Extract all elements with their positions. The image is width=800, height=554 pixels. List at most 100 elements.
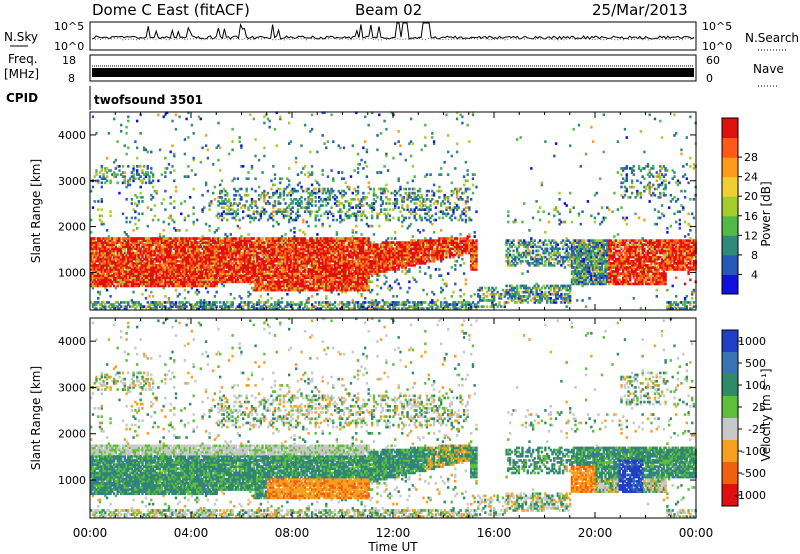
heatmap-cell [104, 266, 107, 269]
heatmap-cell [120, 130, 123, 133]
heatmap-cell [95, 264, 98, 267]
heatmap-cell [144, 307, 148, 310]
heatmap-cell [137, 202, 141, 205]
heatmap-cell [183, 200, 187, 203]
heatmap-cell [116, 241, 119, 244]
heatmap-cell [364, 301, 367, 304]
heatmap-cell [272, 224, 275, 228]
heatmap-cell [139, 237, 142, 240]
freq-trace [92, 68, 694, 77]
heatmap-cell [150, 266, 153, 269]
heatmap-cell [141, 276, 144, 280]
heatmap-cell [273, 200, 277, 203]
heatmap-cell [97, 282, 100, 286]
heatmap-cell [125, 270, 128, 273]
heatmap-cell [107, 169, 111, 172]
heatmap-cell [111, 303, 114, 306]
heatmap-cell [114, 245, 118, 249]
heatmap-cell [348, 301, 351, 304]
heatmap-cell [105, 237, 109, 240]
heatmap-cell [314, 301, 317, 304]
heatmap-cell [360, 158, 363, 162]
heatmap-cell [252, 117, 255, 121]
heatmap-cell [123, 307, 126, 310]
heatmap-cell [183, 288, 187, 292]
heatmap-cell [107, 284, 111, 288]
heatmap-cell [125, 278, 128, 282]
heatmap-cell [102, 245, 105, 249]
heatmap-cell [150, 290, 153, 294]
heatmap-cell [266, 292, 270, 296]
heatmap-cell [139, 278, 142, 282]
heatmap-cell [141, 171, 144, 174]
heatmap-cell [136, 245, 139, 249]
heatmap-cell [141, 259, 144, 263]
heatmap-cell [369, 187, 372, 191]
heatmap-cell [125, 276, 128, 280]
heatmap-cell [134, 284, 137, 288]
heatmap-cell [132, 264, 135, 267]
heatmap-cell [192, 132, 195, 135]
cpid-panel: CPID twofsound 3501 [6, 86, 203, 110]
heatmap-cell [148, 247, 151, 251]
heatmap-cell [91, 280, 95, 284]
heatmap-cell [141, 245, 144, 249]
heatmap-cell [102, 301, 105, 304]
heatmap-cell [332, 212, 335, 216]
heatmap-cell [335, 218, 339, 222]
heatmap-cell [310, 113, 314, 117]
heatmap-cell [183, 152, 187, 156]
heatmap-cell [238, 140, 241, 143]
heatmap-cell [137, 259, 141, 263]
heatmap-cell [111, 239, 114, 242]
heatmap-cell [321, 173, 324, 176]
heatmap-cell [91, 206, 95, 209]
heatmap-cell [98, 290, 102, 294]
heatmap-cell [113, 274, 116, 277]
heatmap-cell [100, 200, 103, 203]
heatmap-cell [100, 303, 103, 306]
heatmap-cell [120, 259, 123, 263]
heatmap-cell [143, 266, 146, 269]
heatmap-cell [97, 243, 100, 247]
heatmap-cell [144, 148, 148, 152]
heatmap-cell [113, 247, 116, 251]
heatmap-cell [114, 276, 118, 280]
heatmap-cell [356, 185, 360, 189]
heatmap-cell [364, 160, 367, 164]
heatmap-cell [146, 255, 149, 259]
heatmap-cell [102, 257, 105, 261]
heatmap-cell [90, 218, 93, 222]
heatmap-cell [111, 274, 114, 277]
heatmap-cell [162, 220, 165, 224]
heatmap-cell [144, 175, 148, 178]
heatmap-cell [125, 264, 128, 267]
heatmap-cell [286, 292, 289, 296]
heatmap-cell [136, 169, 139, 172]
heatmap-cell [144, 284, 148, 288]
heatmap-cell [97, 241, 100, 244]
heatmap-cell [107, 268, 111, 271]
heatmap-cell [309, 150, 312, 154]
heatmap-cell [263, 189, 266, 193]
heatmap-cell [174, 185, 178, 189]
heatmap-cell [220, 179, 224, 183]
heatmap-cell [288, 121, 291, 125]
heatmap-cell [206, 148, 210, 152]
heatmap-cell [125, 280, 128, 284]
heatmap-cell [134, 270, 137, 273]
heatmap-cell [141, 251, 144, 255]
heatmap-cell [102, 307, 105, 310]
heatmap-cell [151, 173, 155, 176]
heatmap-cell [192, 212, 195, 216]
heatmap-cell [95, 280, 98, 284]
heatmap-cell [192, 156, 195, 160]
heatmap-cell [91, 257, 95, 261]
heatmap-cell [157, 179, 160, 183]
heatmap-cell [143, 245, 146, 249]
heatmap-cell [95, 301, 98, 304]
heatmap-cell [256, 206, 259, 209]
heatmap-cell [173, 206, 176, 209]
nave-label: Nave [753, 62, 784, 76]
heatmap-cell [141, 270, 144, 273]
